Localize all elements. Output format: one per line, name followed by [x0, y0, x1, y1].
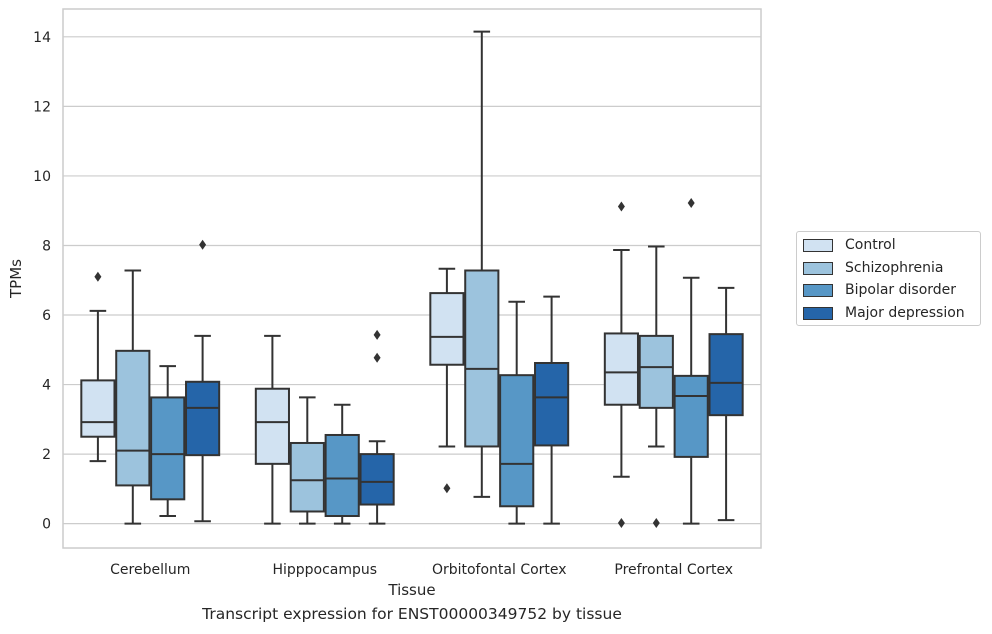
box-iqr [150, 396, 186, 501]
box-iqr [673, 374, 709, 458]
y-tick-label: 0 [42, 517, 51, 533]
x-tick-label: Prefrontal Cortex [614, 562, 733, 578]
legend: Control Schizophrenia Bipolar disorder M… [796, 231, 981, 326]
box-iqr [534, 362, 570, 447]
chart-title: Transcript expression for ENST0000034975… [202, 605, 622, 623]
box-2-0 [429, 267, 465, 494]
x-tick-labels: Cerebellum Hipppocampus Orbitofontal Corte… [110, 562, 733, 578]
box-iqr [185, 380, 221, 457]
box-iqr [115, 349, 151, 487]
y-tick-label: 14 [33, 30, 51, 46]
x-axis-label: Tissue [387, 581, 435, 599]
legend-item-bipolar-disorder: Bipolar disorder [803, 280, 956, 300]
x-tick-label: Orbitofontal Cortex [432, 562, 567, 578]
y-tick-label: 4 [42, 378, 51, 394]
outlier-marker [687, 198, 695, 209]
legend-item-control: Control [803, 235, 896, 255]
y-tick-label: 2 [42, 447, 51, 463]
box-iqr [429, 292, 465, 366]
outlier-marker [617, 517, 625, 528]
outlier-marker [443, 483, 451, 494]
box-3-2 [673, 198, 709, 525]
box-2-1 [464, 30, 500, 498]
y-tick-label: 6 [42, 308, 51, 324]
x-tick-label: Cerebellum [110, 562, 190, 578]
box-0-1 [115, 269, 151, 525]
box-2-2 [499, 300, 535, 525]
box-3-1 [638, 245, 674, 528]
x-tick-label: Hipppocampus [272, 562, 377, 578]
y-tick-label: 10 [33, 169, 51, 185]
box-iqr [289, 441, 325, 513]
box-iqr [359, 453, 395, 506]
y-tick-labels: 0 2 4 6 8 10 12 14 [33, 30, 51, 533]
outlier-marker [199, 239, 207, 250]
box-2-3 [534, 295, 570, 525]
legend-swatch-bipolar-disorder [803, 283, 833, 297]
outlier-marker [652, 517, 660, 528]
box-0-2 [150, 365, 186, 518]
box-iqr [638, 334, 674, 409]
outlier-marker [617, 201, 625, 212]
box-0-0 [80, 271, 116, 463]
box-1-3 [359, 329, 395, 525]
y-tick-label: 12 [33, 99, 51, 115]
outlier-marker [94, 271, 102, 282]
box-iqr [499, 374, 535, 508]
outlier-marker [373, 352, 381, 363]
y-axis-label: TPMs [7, 259, 25, 299]
box-0-3 [185, 239, 221, 523]
legend-label-control: Control [845, 237, 896, 253]
outlier-marker [373, 329, 381, 340]
plot-frame [62, 8, 762, 549]
legend-label-major-depression: Major depression [845, 305, 965, 321]
legend-swatch-control [803, 238, 833, 252]
y-tick-label: 8 [42, 238, 51, 254]
box-1-2 [324, 403, 360, 525]
box-iqr [708, 333, 744, 417]
legend-label-schizophrenia: Schizophrenia [845, 260, 944, 276]
box-iqr [464, 269, 500, 448]
box-1-1 [289, 396, 325, 525]
legend-swatch-schizophrenia [803, 261, 833, 275]
legend-item-schizophrenia: Schizophrenia [803, 258, 943, 278]
legend-item-major-depression: Major depression [803, 303, 965, 323]
box-3-0 [603, 201, 639, 528]
legend-swatch-major-depression [803, 306, 833, 320]
box-series [80, 30, 744, 528]
box-iqr [80, 379, 116, 438]
box-1-0 [254, 334, 290, 525]
box-3-3 [708, 286, 744, 522]
box-iqr [603, 332, 639, 406]
legend-label-bipolar-disorder: Bipolar disorder [845, 282, 957, 298]
box-iqr [324, 433, 360, 518]
box-iqr [254, 387, 290, 465]
